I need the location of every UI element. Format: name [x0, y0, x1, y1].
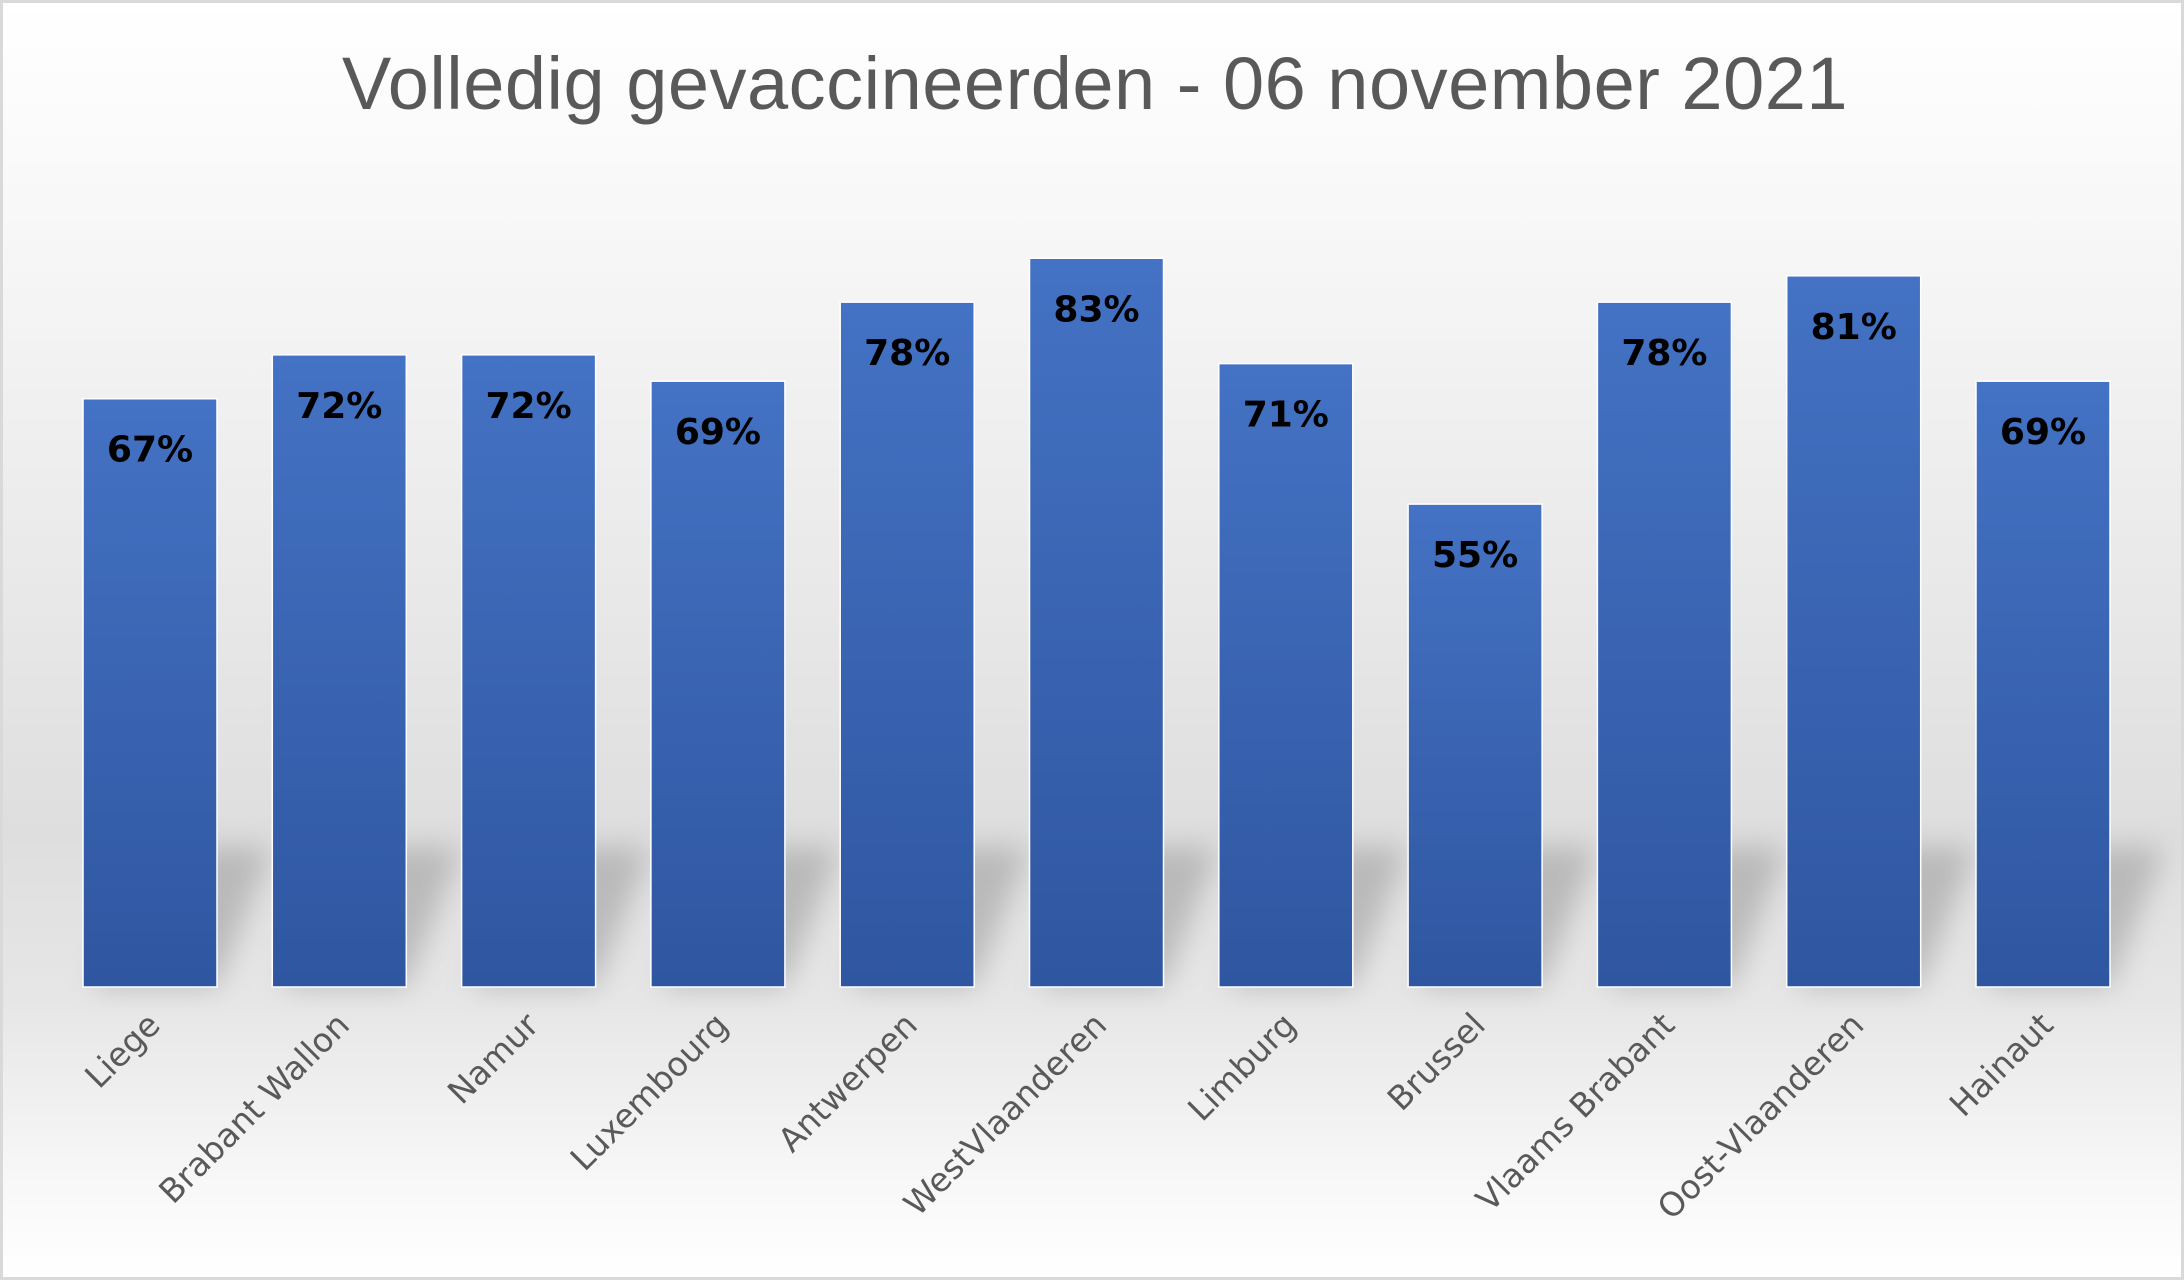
bar-value-label: 69% [2000, 412, 2086, 453]
category-label: Brussel [1380, 1005, 1493, 1118]
bar-value-label: 71% [1243, 395, 1329, 436]
data-labels: 67% 72% 72% 69% 78% 83% 71% 55% 78% 81% 69% [107, 289, 2086, 576]
bar [1407, 503, 1543, 988]
bar-value-label: 69% [675, 412, 761, 453]
bar-value-label: 67% [107, 430, 193, 471]
bar-value-label: 81% [1811, 307, 1897, 348]
bars [82, 257, 2111, 988]
category-label: Hainaut [1942, 1005, 2061, 1124]
bar-value-label: 72% [486, 386, 572, 427]
bar [1785, 275, 1922, 988]
category-label: Limburg [1180, 1005, 1303, 1128]
bar [1218, 362, 1354, 988]
bar [82, 397, 218, 988]
category-label: Oost-Vlaanderen [1650, 1005, 1872, 1227]
category-label: Vlaams Brabant [1468, 1005, 1682, 1219]
category-label: WestVlaanderen [896, 1005, 1114, 1223]
category-label: Brabant Wallon [151, 1005, 357, 1211]
bar-value-label: 78% [864, 333, 950, 374]
bar-value-label: 72% [296, 386, 382, 427]
bar-value-label: 55% [1432, 535, 1518, 576]
bar [1975, 380, 2111, 988]
bar [839, 301, 975, 988]
category-label: Antwerpen [770, 1005, 924, 1159]
category-label: Namur [440, 1005, 547, 1112]
chart-title: Volledig gevaccineerden - 06 november 20… [341, 42, 1849, 125]
category-label: Luxembourg [563, 1005, 736, 1178]
bar-value-label: 83% [1053, 289, 1139, 330]
bar [650, 380, 786, 988]
bar-chart-plot: 67%72% 72%69%78%83%71%55%78%81%69% LiegeB… [77, 257, 2165, 1227]
bar-value-label: 78% [1621, 333, 1707, 374]
bar [460, 354, 597, 988]
bar [1596, 301, 1733, 988]
bar [1028, 257, 1165, 988]
category-label: Liege [77, 1005, 168, 1096]
bar [271, 354, 408, 988]
